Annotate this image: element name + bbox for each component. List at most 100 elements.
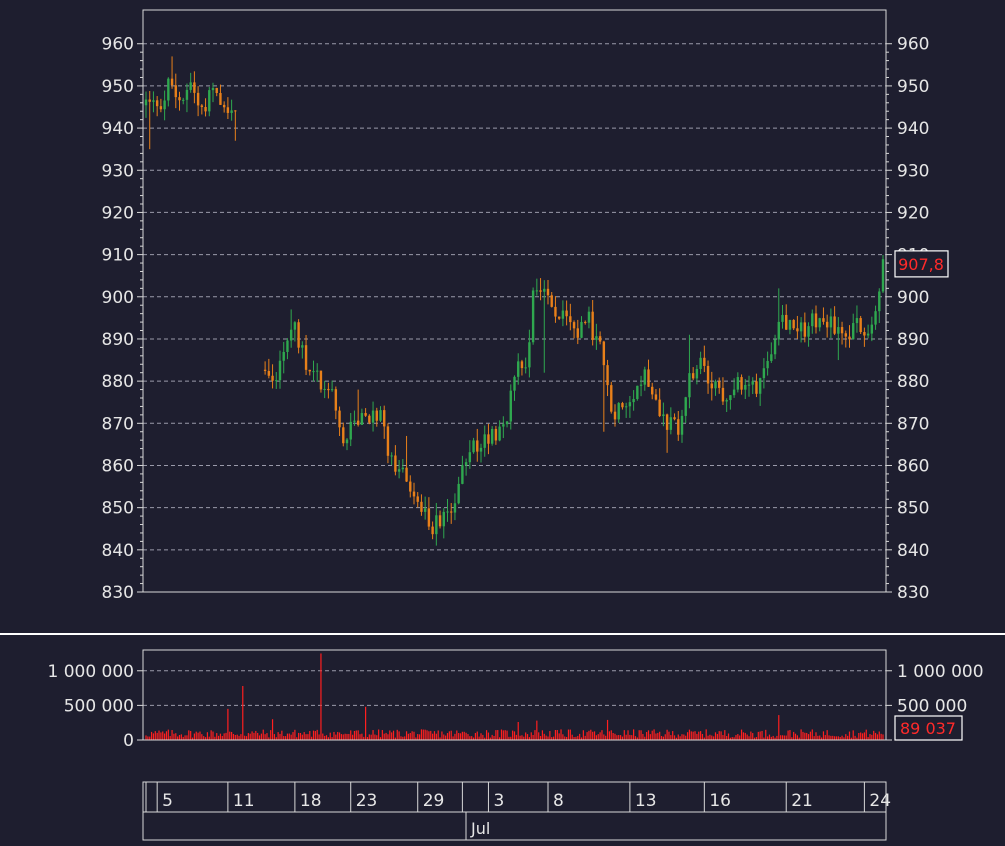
candle-body: [829, 316, 833, 328]
candle-body: [464, 462, 468, 466]
candle-body: [632, 398, 635, 403]
candle-body: [554, 306, 557, 317]
candle-body: [312, 371, 315, 373]
candle-body: [624, 406, 628, 408]
candle-body: [833, 316, 836, 334]
candle-body: [513, 376, 516, 391]
candle-body: [219, 93, 222, 105]
volume-ytick-label-right: 1 000 000: [897, 662, 984, 682]
candle-body: [662, 414, 665, 417]
candle-body: [639, 384, 643, 386]
volume-ytick-label-left: 0: [123, 731, 134, 751]
candle-body: [866, 333, 870, 336]
candle-body: [773, 339, 777, 355]
candle-body: [308, 369, 311, 372]
candle-body: [572, 322, 576, 329]
candle-body: [334, 389, 338, 411]
candle-body: [182, 99, 185, 101]
price-ytick-label-right: 950: [897, 77, 929, 97]
x-axis-day-label: 23: [356, 791, 378, 811]
price-ytick-label-right: 880: [897, 372, 929, 392]
candle-body: [487, 434, 490, 444]
candle-body: [695, 368, 699, 379]
candle-body: [736, 377, 740, 390]
volume-ytick-label-left: 500 000: [64, 696, 134, 716]
candle-body: [628, 402, 632, 407]
candle-body: [792, 320, 795, 329]
candle-body: [543, 288, 546, 292]
price-ytick-label-left: 870: [102, 414, 134, 434]
candle-body: [479, 447, 483, 452]
candle-body: [193, 82, 196, 93]
candle-body: [561, 310, 565, 319]
candle-body: [423, 508, 427, 512]
candle-body: [152, 100, 155, 102]
candle-body: [807, 326, 810, 337]
candle-body: [863, 332, 866, 336]
candle-body: [755, 381, 758, 394]
candle-body: [204, 106, 207, 112]
candle-body: [289, 329, 293, 341]
candle-body: [565, 310, 568, 317]
candle-body: [438, 515, 442, 527]
candle-body: [580, 321, 583, 338]
candle-body: [550, 295, 553, 307]
candle-body: [215, 88, 218, 94]
candle-body: [781, 314, 784, 322]
price-ytick-label-right: 870: [897, 414, 929, 434]
candle-body: [643, 369, 646, 385]
candle-body: [569, 316, 572, 323]
candle-body: [636, 385, 639, 399]
price-ytick-label-left: 830: [102, 583, 134, 603]
candle-body: [386, 426, 390, 456]
candle-body: [342, 427, 345, 444]
price-ytick-label-right: 830: [897, 583, 929, 603]
candle-body: [848, 336, 851, 340]
volume-ytick-label-left: 1 000 000: [47, 662, 134, 682]
candle-body: [379, 410, 382, 421]
price-ytick-label-right: 890: [897, 330, 929, 350]
candle-body: [316, 370, 319, 372]
candle-body: [338, 410, 341, 428]
candle-body: [762, 368, 766, 379]
candle-body: [684, 397, 687, 416]
x-axis-day-label: 16: [709, 791, 731, 811]
candle-body: [665, 414, 669, 430]
candle-body: [803, 322, 807, 337]
price-ytick-label-right: 840: [897, 541, 929, 561]
candle-body: [799, 322, 803, 332]
candle-body: [747, 384, 751, 386]
price-ytick-label-left: 940: [102, 119, 134, 139]
candle-body: [621, 403, 624, 408]
candle-body: [461, 465, 464, 484]
candle-body: [669, 417, 673, 430]
candle-body: [211, 88, 215, 91]
candle-body: [840, 327, 844, 334]
candle-body: [230, 110, 233, 113]
candle-body: [427, 508, 431, 527]
candle-body: [457, 483, 460, 504]
candle-body: [721, 387, 725, 402]
candle-body: [766, 360, 769, 369]
candle-body: [327, 388, 330, 391]
candle-body: [502, 424, 505, 427]
candle-body: [345, 439, 349, 444]
candle-body: [167, 78, 170, 101]
candle-body: [368, 415, 371, 423]
candle-body: [870, 324, 874, 334]
candle-body: [528, 342, 531, 368]
candle-body: [301, 345, 304, 348]
candle-body: [584, 321, 587, 323]
candle-body: [431, 526, 434, 535]
candle-body: [557, 316, 561, 319]
candle-body: [401, 467, 405, 470]
candle-body: [732, 389, 736, 396]
candle-body: [602, 341, 606, 366]
candle-body: [546, 288, 550, 296]
candle-body: [472, 440, 475, 453]
candle-body: [591, 311, 594, 340]
candle-body: [453, 503, 457, 513]
candle-body: [476, 440, 479, 452]
candle-body: [520, 361, 524, 369]
candle-body: [777, 321, 780, 340]
